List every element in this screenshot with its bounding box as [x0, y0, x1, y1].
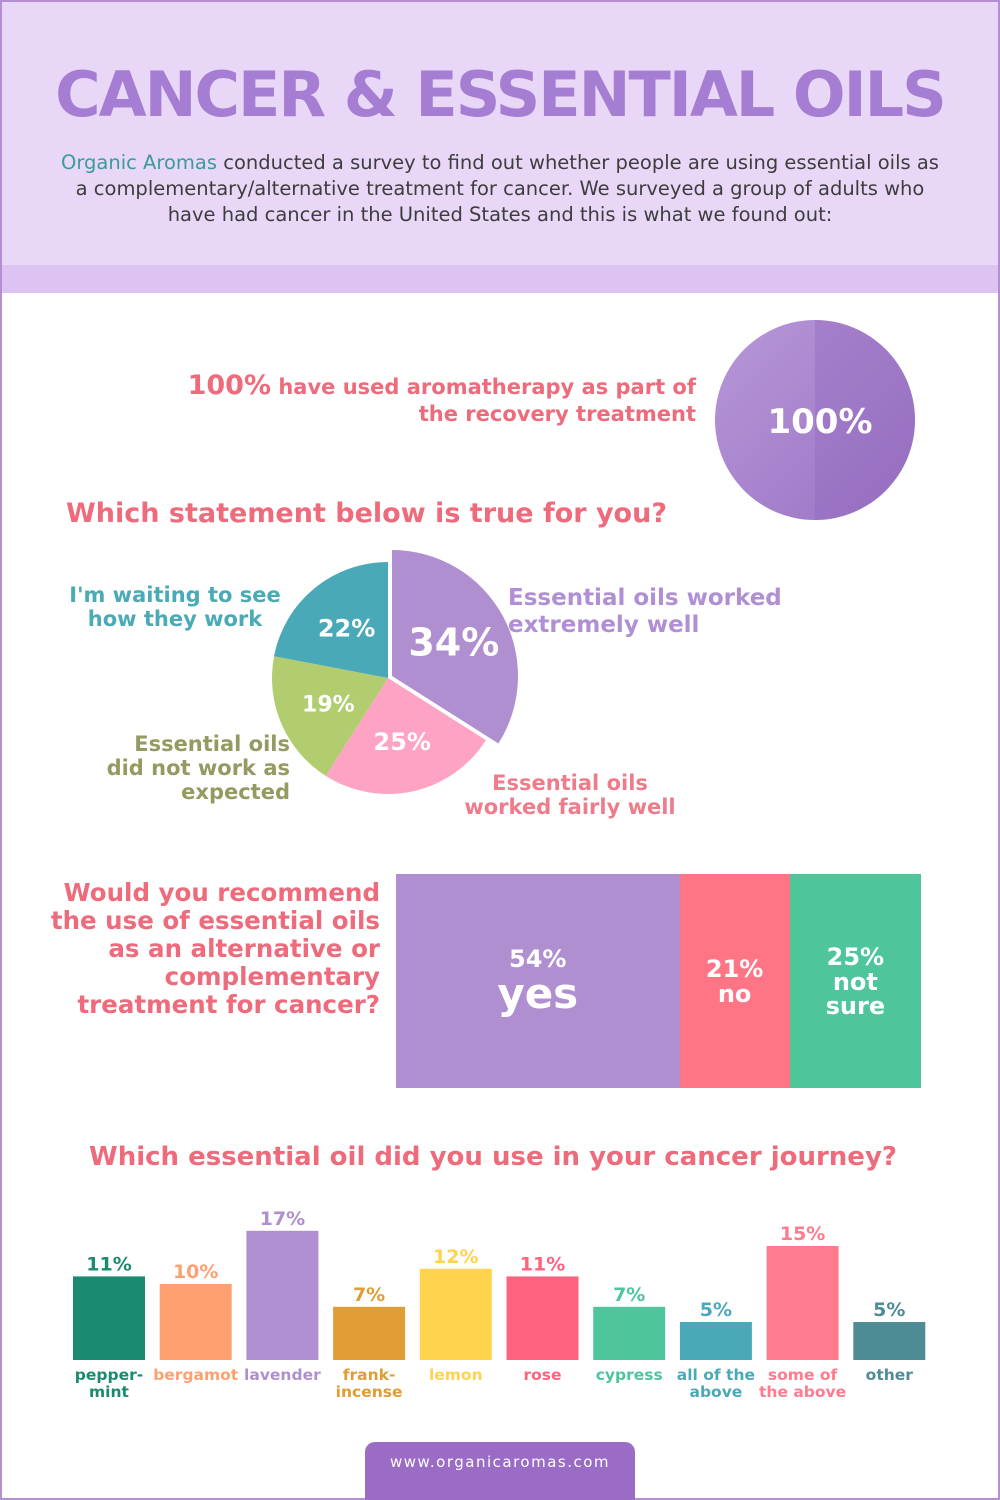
oil-category-label: other — [866, 1366, 914, 1384]
pie-slice-waiting-label: 22% — [318, 615, 375, 643]
oil-category-label: all of the above — [677, 1366, 755, 1401]
label-worked-extremely-well: Essential oils worked extremely well — [508, 585, 782, 638]
header-background — [0, 0, 1000, 265]
recommend-not-sure-bar: 25% not sure — [789, 874, 921, 1088]
oil-bar-1 — [73, 1276, 145, 1360]
label-waiting-to-see: I'm waiting to see how they work — [69, 583, 281, 631]
pie-slice-waiting — [274, 562, 388, 678]
circle-100-label: 100% — [767, 402, 872, 442]
oil-value-label: 5% — [700, 1299, 732, 1321]
oil-bar-6 — [506, 1276, 579, 1360]
oil-category-label: some of the above — [759, 1366, 846, 1401]
oil-value-label: 15% — [780, 1223, 825, 1245]
statement-pie-chart: 34% 25% 19% 22% — [272, 550, 518, 794]
stat-100-percent: 100% — [187, 370, 272, 401]
pie-slice-extremely-well-label: 34% — [408, 621, 499, 665]
oil-value-label: 7% — [353, 1284, 385, 1306]
oil-value-label: 17% — [260, 1208, 305, 1230]
oil-category-label: lemon — [429, 1366, 483, 1384]
stat-100-text: 100% have used aromatherapy as part of t… — [180, 372, 696, 428]
recommend-yes-bar: 54% yes — [396, 874, 680, 1088]
question-statement: Which statement below is true for you? — [66, 498, 667, 529]
oil-bar-8 — [679, 1322, 752, 1360]
recommend-yes-label: yes — [497, 969, 579, 1018]
oil-bar-3 — [246, 1230, 319, 1360]
oil-category-label: rose — [523, 1366, 561, 1384]
oil-value-label: 12% — [433, 1246, 478, 1268]
stat-100-desc: have used aromatherapy as part of the re… — [271, 375, 696, 426]
pie-slice-fairly-well-label: 25% — [373, 728, 430, 756]
pie-slice-extremely-well — [392, 550, 518, 744]
oil-value-label: 11% — [86, 1253, 131, 1275]
question-oil: Which essential oil did you use in your … — [89, 1142, 897, 1172]
oil-bar-2 — [159, 1284, 232, 1360]
oil-bar-9 — [766, 1246, 839, 1360]
recommend-not-sure-label: sure — [825, 992, 886, 1020]
oil-category-label: cypress — [596, 1366, 663, 1384]
oil-value-label: 7% — [613, 1284, 645, 1306]
circle-100-shade — [815, 320, 915, 520]
oil-value-label: 10% — [173, 1261, 218, 1283]
oil-category-label: bergamot — [153, 1366, 239, 1384]
intro-body: conducted a survey to find out whether p… — [75, 151, 939, 226]
pie-slice-not-work-label: 19% — [302, 693, 355, 718]
label-did-not-work: Essential oils did not work as expected — [106, 732, 290, 804]
oil-bar-5 — [419, 1268, 492, 1360]
recommend-not-sure-label: not — [832, 968, 878, 996]
oil-bar-10 — [853, 1322, 926, 1360]
recommend-no-bar: 21% no — [679, 874, 790, 1088]
recommend-not-sure-percent: 25% — [826, 943, 885, 971]
oil-bar-4 — [333, 1306, 406, 1360]
oil-bar-7 — [593, 1306, 666, 1360]
intro-text: Organic Aromas conducted a survey to fin… — [60, 150, 940, 228]
recommend-no-label: no — [717, 980, 752, 1008]
oil-value-label: 5% — [873, 1299, 905, 1321]
oil-category-label: lavender — [244, 1366, 321, 1384]
question-recommend: Would you recommend the use of essential… — [50, 878, 380, 1019]
pie-slice-fairly-well — [325, 678, 486, 794]
oil-value-label: 11% — [520, 1253, 565, 1275]
brand-name: Organic Aromas — [61, 151, 218, 174]
footer-url[interactable]: www.organicaromas.com — [365, 1442, 635, 1500]
oil-bar-chart: 11% pepper-mint 10% bergamot 17% lavender 7% fr… — [73, 1208, 926, 1401]
circle-100-fill — [715, 320, 915, 520]
pie-slice-not-work — [272, 656, 388, 776]
oil-category-label: frank-incense — [336, 1366, 403, 1401]
recommend-yes-percent: 54% — [509, 945, 567, 973]
page-title: CANCER & ESSENTIAL OILS — [55, 58, 947, 131]
header-band — [0, 265, 1000, 293]
circle-100-chart: 100% — [715, 320, 915, 520]
label-worked-fairly-well: Essential oils worked fairly well — [464, 771, 676, 819]
oil-category-label: pepper-mint — [75, 1366, 143, 1401]
recommend-no-percent: 21% — [705, 955, 764, 983]
